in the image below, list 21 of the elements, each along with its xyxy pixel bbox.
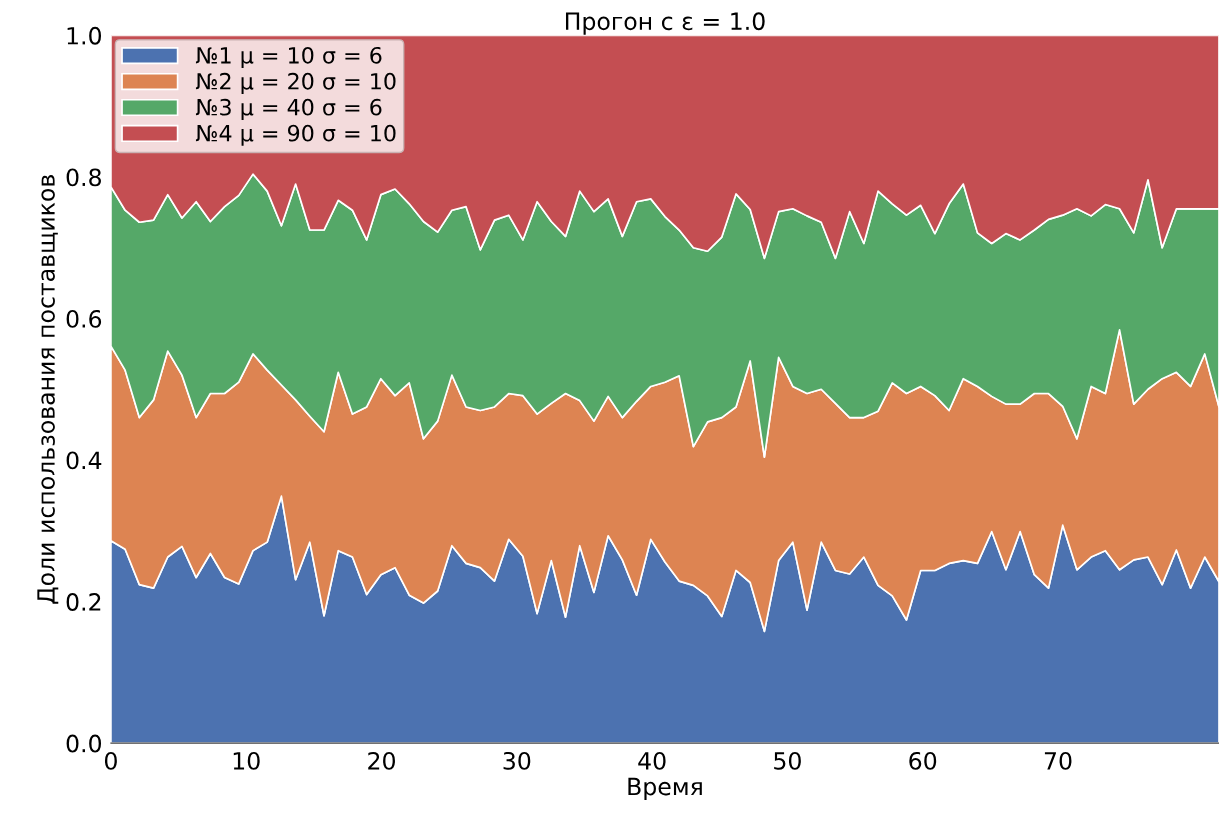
y-tick-label: 0.4 [66,451,102,470]
y-tick-label: 0.2 [66,593,101,611]
y-tick-label: 0.6 [66,309,102,328]
chart-title: Прогон с ε = 1.0 [565,12,765,35]
y-tick-label: 0.8 [66,168,101,187]
legend-label: №1 μ = 10 σ = 6 [195,46,382,69]
x-tick-label: 70 [1044,751,1072,770]
x-tick-label: 30 [503,751,531,770]
x-tick-label: 50 [774,751,801,770]
legend-label: №2 μ = 20 σ = 10 [195,72,396,94]
series-label: №4 μ = 90 σ = 10 [195,124,396,146]
x-tick-label: 60 [909,751,937,770]
x-tick-label: 0 [104,751,117,770]
y-tick-label: 1.0 [67,26,102,45]
x-axis-title: Время [628,777,702,800]
x-tick-label: 20 [368,751,395,770]
y-axis-title: Доли использования поставщиков [37,175,59,604]
x-tick-label: 10 [233,751,260,770]
legend-label: №3 μ = 40 σ = 6 [195,98,382,120]
y-tick-label: 0.0 [66,734,102,753]
x-tick-label: 40 [638,751,666,770]
